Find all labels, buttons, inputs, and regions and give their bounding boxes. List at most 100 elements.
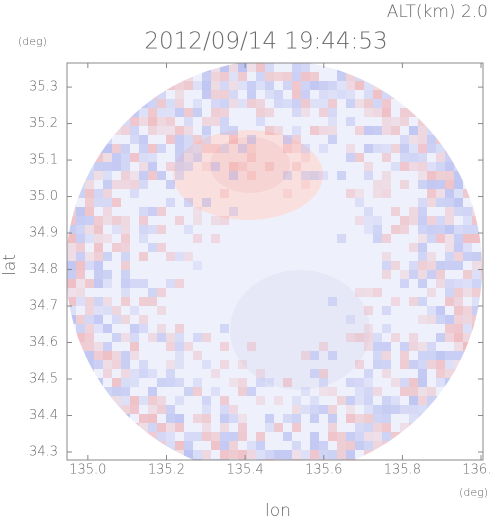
y-axis-label: lat — [0, 254, 20, 276]
radar-cell — [94, 297, 103, 306]
radar-cell — [301, 387, 310, 396]
radar-cell — [112, 198, 121, 207]
radar-cell — [463, 288, 472, 297]
radar-cell — [202, 405, 211, 414]
radar-cell — [454, 207, 463, 216]
radar-cell — [400, 360, 409, 369]
radar-cell — [310, 351, 319, 360]
radar-cell — [319, 450, 328, 459]
radar-cell — [175, 423, 184, 432]
radar-cell — [310, 450, 319, 459]
radar-cell — [409, 162, 418, 171]
radar-cell — [418, 153, 427, 162]
radar-cell — [400, 351, 409, 360]
radar-cell — [418, 225, 427, 234]
radar-cell — [274, 126, 283, 135]
radar-cell — [454, 324, 463, 333]
radar-cell — [391, 126, 400, 135]
radar-cell — [229, 432, 238, 441]
radar-cell — [337, 81, 346, 90]
radar-cell — [355, 360, 364, 369]
radar-cell — [319, 90, 328, 99]
radar-cell — [301, 72, 310, 81]
radar-cell — [247, 153, 256, 162]
x-unit: (deg) — [459, 486, 488, 499]
radar-cell — [76, 216, 85, 225]
radar-cell — [337, 441, 346, 450]
radar-cell — [76, 351, 85, 360]
radar-cell — [364, 225, 373, 234]
radar-cell — [400, 342, 409, 351]
radar-cell — [328, 351, 337, 360]
radar-cell — [211, 81, 220, 90]
radar-cell — [157, 225, 166, 234]
radar-cell — [130, 378, 139, 387]
radar-cell — [454, 306, 463, 315]
radar-cell — [310, 414, 319, 423]
radar-cell — [364, 171, 373, 180]
radar-cell — [211, 234, 220, 243]
radar-cell — [346, 117, 355, 126]
radar-cell — [409, 414, 418, 423]
radar-cell — [193, 153, 202, 162]
radar-cell — [436, 261, 445, 270]
radar-cell — [301, 108, 310, 117]
radar-cell — [121, 414, 130, 423]
radar-cell — [265, 126, 274, 135]
radar-cell — [220, 360, 229, 369]
radar-cell — [364, 450, 373, 459]
radar-cell — [139, 423, 148, 432]
radar-cell — [139, 252, 148, 261]
y-tick-label: 35.0 — [29, 189, 58, 204]
radar-cell — [211, 216, 220, 225]
radar-cell — [229, 171, 238, 180]
radar-cell — [382, 108, 391, 117]
radar-cell — [103, 180, 112, 189]
radar-cell — [436, 189, 445, 198]
radar-cell — [238, 432, 247, 441]
radar-cell — [409, 126, 418, 135]
radar-cell — [157, 144, 166, 153]
radar-cell — [346, 414, 355, 423]
radar-cell — [373, 189, 382, 198]
radar-cell — [445, 171, 454, 180]
radar-cell — [373, 387, 382, 396]
radar-cell — [301, 144, 310, 153]
radar-cell — [220, 216, 229, 225]
radar-cell — [364, 162, 373, 171]
radar-cell — [121, 153, 130, 162]
radar-cell — [229, 162, 238, 171]
radar-cell — [463, 279, 472, 288]
subtitle: ALT(km) 2.0 — [387, 2, 488, 22]
radar-cell — [445, 324, 454, 333]
radar-cell — [391, 225, 400, 234]
radar-cell — [157, 405, 166, 414]
radar-cell — [409, 207, 418, 216]
radar-cell — [364, 324, 373, 333]
radar-cell — [76, 252, 85, 261]
radar-cell — [67, 261, 76, 270]
radar-cell — [364, 216, 373, 225]
radar-cell — [67, 243, 76, 252]
radar-cell — [76, 243, 85, 252]
radar-cell — [418, 234, 427, 243]
radar-cell — [67, 315, 76, 324]
radar-cell — [175, 450, 184, 459]
radar-cell — [454, 234, 463, 243]
radar-cell — [175, 414, 184, 423]
radar-cell — [382, 351, 391, 360]
radar-cell — [148, 297, 157, 306]
radar-cell — [139, 432, 148, 441]
radar-cell — [220, 63, 229, 72]
radar-cell — [193, 432, 202, 441]
radar-cell — [130, 423, 139, 432]
radar-cell — [121, 162, 130, 171]
radar-cell — [148, 99, 157, 108]
radar-cell — [211, 432, 220, 441]
radar-cell — [139, 117, 148, 126]
radar-cell — [472, 306, 481, 315]
radar-cell — [409, 396, 418, 405]
radar-cell — [427, 288, 436, 297]
radar-cell — [364, 99, 373, 108]
radar-cell — [94, 261, 103, 270]
